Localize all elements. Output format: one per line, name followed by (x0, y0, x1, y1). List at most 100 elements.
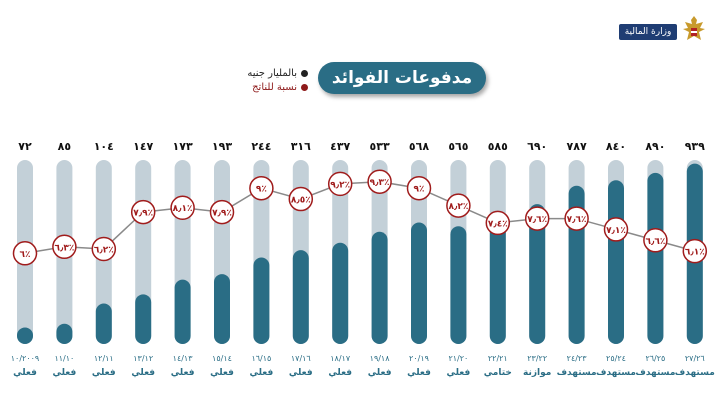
bar (292, 250, 309, 344)
type-label: فعلي (171, 368, 195, 378)
ratio-label: ٧٫٤٪ (488, 219, 508, 229)
category-label: ٢٧/٢٦ (685, 354, 705, 363)
bar (411, 222, 427, 344)
type-label: فعلي (328, 368, 352, 378)
bar-value-label: ١٧٣ (173, 140, 193, 153)
bar-value-label: ١٩٣ (212, 140, 232, 153)
ratio-label: ٩٪ (256, 185, 267, 195)
ratio-label: ٧٫٩٪ (212, 209, 232, 219)
bar-value-label: ٨٩٠ (645, 140, 665, 153)
ratio-marker (91, 236, 117, 262)
bar (608, 180, 624, 344)
ratio-label: ٨٫١٪ (173, 204, 193, 214)
chart-title: مدفوعات الفوائد (318, 62, 486, 94)
legend-item-ratio: نسبة للناتج (228, 80, 308, 94)
bar-value-label: ١٤٧ (133, 140, 153, 153)
legend-dot-icon (301, 69, 308, 77)
ministry-name: وزارة المالية (619, 24, 677, 40)
ratio-label: ٨٫٢٪ (448, 202, 468, 212)
category-label: ٢٠/١٩ (409, 354, 429, 363)
category-label: ١٤/١٣ (173, 354, 194, 363)
legend-label: نسبة للناتج (252, 81, 297, 93)
bar (174, 279, 191, 344)
category-label: ٢٢/٢١ (488, 354, 508, 363)
bar-value-label: ٩٣٩ (685, 140, 705, 153)
type-label: فعلي (368, 368, 392, 378)
ratio-marker (288, 186, 314, 212)
category-label: ٢٦/٢٥ (645, 354, 665, 363)
ratio-label: ٧٫٩٪ (133, 209, 153, 219)
bar (135, 294, 152, 344)
category-label: ١٦/١٥ (251, 354, 271, 363)
ratio-marker (485, 210, 511, 236)
ratio-marker (249, 175, 274, 201)
bar-value-label: ٥٦٨ (409, 140, 429, 153)
ratio-marker (564, 206, 589, 231)
type-label: فعلي (131, 368, 155, 378)
ratio-label: ٧٫١٪ (606, 226, 626, 236)
type-label: فعلي (53, 368, 77, 378)
ratio-marker (682, 238, 708, 264)
type-label: فعلي (289, 368, 313, 378)
type-label: فعلي (210, 368, 234, 378)
ratio-marker (367, 169, 392, 194)
legend-dot-icon (301, 83, 308, 91)
bar-value-label: ٧٨٧ (567, 140, 587, 153)
ratio-label: ٩٫٣٪ (370, 178, 390, 188)
category-label: ٢١/٢٠ (448, 354, 468, 363)
type-label: موازنة (523, 368, 551, 378)
ratio-marker (406, 175, 432, 201)
category-label: ١٢/١١ (94, 354, 114, 363)
bar-value-label: ٧٢ (18, 140, 32, 153)
category-label: ٢٣/٢٢ (527, 354, 547, 363)
ratio-marker (130, 199, 156, 225)
legend-label: بالمليار جنيه (247, 67, 297, 79)
ratio-marker (12, 241, 38, 266)
bar-value-label: ٥٨٥ (488, 140, 508, 153)
bar-value-label: ٨٤٠ (606, 140, 626, 153)
type-label: مستهدف (675, 368, 715, 378)
type-label: مستهدف (596, 368, 636, 378)
ratio-line (24, 180, 695, 255)
legend: بالمليار جنيه نسبة للناتج (228, 66, 308, 94)
bar-value-label: ١٠٤ (94, 140, 114, 153)
category-label: ١٣/١٢ (133, 354, 153, 363)
type-label: فعلي (250, 368, 274, 378)
category-label: ١٩/١٨ (370, 354, 391, 363)
ratio-label: ٨٫٥٪ (291, 196, 311, 206)
eagle-emblem-icon (683, 16, 705, 40)
bar (371, 231, 388, 344)
type-label: ختامي (484, 368, 512, 378)
category-label: ١٧/١٦ (291, 354, 311, 363)
ratio-label: ٦٫١٪ (685, 248, 705, 258)
category-label: ١٥/١٤ (212, 354, 232, 363)
bar-value-label: ٣١٦ (291, 140, 311, 153)
bar (450, 226, 467, 344)
ratio-marker (524, 206, 550, 231)
ratio-marker (52, 234, 77, 260)
bar (647, 172, 664, 344)
ratio-marker (170, 195, 195, 220)
bar-value-label: ٨٥ (58, 140, 72, 153)
bar-value-label: ٤٣٧ (330, 140, 350, 153)
type-label: فعلي (92, 368, 116, 378)
ratio-label: ٩٪ (414, 185, 425, 195)
bar-value-label: ٦٩٠ (527, 140, 547, 153)
bar-value-label: ٥٣٣ (370, 140, 390, 153)
ratio-label: ٦٪ (20, 250, 31, 260)
ratio-label: ٩٫٢٪ (330, 180, 350, 190)
category-label: ١٠/٢٠٠٩ (11, 354, 39, 363)
type-label: فعلي (407, 368, 431, 378)
ratio-marker (209, 199, 235, 225)
type-label: فعلي (447, 368, 471, 378)
category-label: ١١/١٠ (54, 354, 74, 363)
ratio-label: ٦٫٦٪ (645, 237, 665, 247)
bar (56, 323, 73, 344)
ratio-label: ٧٫٦٪ (567, 215, 587, 225)
type-label: مستهدف (635, 368, 675, 378)
bar-value-label: ٢٤٤ (251, 140, 271, 153)
bar (529, 204, 546, 344)
bar (17, 327, 33, 344)
ratio-label: ٦٫٣٪ (54, 243, 74, 253)
